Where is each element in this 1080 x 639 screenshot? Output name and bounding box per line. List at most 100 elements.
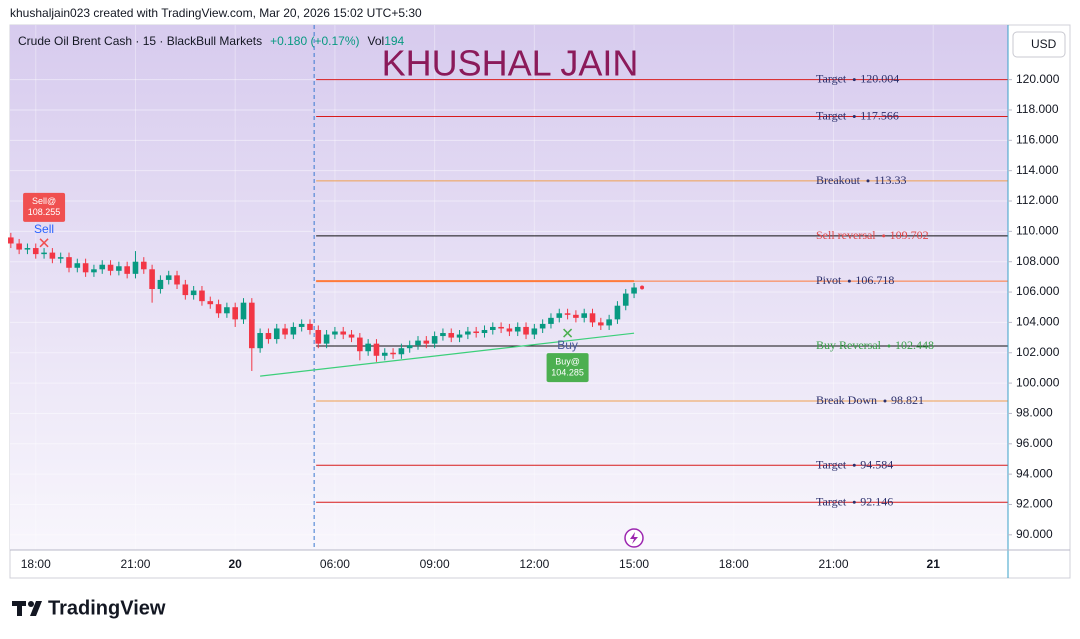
level-text: Target 92.146 bbox=[816, 494, 893, 508]
signal-x bbox=[563, 328, 573, 338]
candle-body bbox=[465, 331, 471, 335]
candle-body bbox=[199, 290, 205, 302]
bullet bbox=[852, 78, 856, 82]
candle-body bbox=[265, 333, 272, 340]
y-tick-label: 96.000 bbox=[1016, 436, 1053, 450]
candle-body bbox=[307, 323, 313, 330]
x-tick-label: 18:00 bbox=[719, 557, 749, 571]
candle-body bbox=[381, 352, 388, 356]
level-value: 94.584 bbox=[860, 457, 893, 471]
plot-bg bbox=[10, 25, 1008, 550]
candle-body bbox=[66, 257, 72, 268]
candle-body bbox=[249, 302, 255, 349]
signal-price: 104.285 bbox=[551, 367, 584, 377]
y-tick-label: 104.000 bbox=[1016, 315, 1060, 329]
candle-body bbox=[157, 279, 164, 290]
candle-body bbox=[481, 329, 488, 334]
change: +0.180 (+0.17%) bbox=[270, 34, 359, 48]
x-tick-label: 21:00 bbox=[120, 557, 150, 571]
signal-badge bbox=[546, 353, 589, 383]
candle-body bbox=[232, 307, 238, 320]
candle-body bbox=[149, 269, 155, 290]
candle-body bbox=[124, 266, 130, 274]
level-label: Target bbox=[816, 108, 847, 122]
y-tick-label: 106.000 bbox=[1016, 284, 1060, 298]
candle-body bbox=[41, 252, 47, 255]
y-tick-label: 116.000 bbox=[1016, 132, 1059, 146]
level-value: 113.33 bbox=[874, 173, 907, 187]
level-text: Target 120.004 bbox=[816, 71, 899, 85]
candle-body bbox=[132, 261, 139, 274]
y-tick-label: 92.000 bbox=[1016, 497, 1053, 511]
candle-body bbox=[116, 266, 122, 271]
candle-body bbox=[49, 252, 56, 259]
candle-body bbox=[323, 334, 330, 344]
candle-body bbox=[423, 340, 430, 344]
candle-body bbox=[91, 269, 97, 273]
candle-body bbox=[273, 328, 280, 340]
level-value: 98.821 bbox=[891, 393, 924, 407]
candle-body bbox=[581, 313, 588, 318]
candle-body bbox=[531, 328, 538, 335]
signal-label: Buy@ bbox=[555, 356, 580, 366]
trendline bbox=[260, 332, 635, 377]
y-tick-label: 114.000 bbox=[1016, 163, 1059, 177]
candle-body bbox=[165, 275, 172, 280]
candle-body bbox=[390, 352, 396, 355]
y-tick-label: 110.000 bbox=[1016, 224, 1059, 238]
y-tick-label: 94.000 bbox=[1016, 466, 1053, 480]
level-label: Target bbox=[816, 457, 847, 471]
level-value: 117.566 bbox=[860, 108, 899, 122]
bullet bbox=[882, 234, 886, 238]
signal-label: Sell@ bbox=[32, 196, 56, 206]
candle-body bbox=[589, 313, 596, 323]
level-text: Breakout 113.33 bbox=[816, 173, 907, 187]
level-value: 102.448 bbox=[895, 338, 934, 352]
level-label: Pivot bbox=[816, 273, 842, 287]
candle-body bbox=[315, 329, 322, 344]
signal-tag: Sell bbox=[34, 222, 54, 236]
candle-body bbox=[406, 345, 413, 349]
candle-body bbox=[539, 323, 546, 329]
level-label: Break Down bbox=[816, 393, 877, 407]
y-tick-label: 102.000 bbox=[1016, 345, 1060, 359]
signal-badge bbox=[23, 192, 66, 222]
candle-body bbox=[489, 326, 496, 330]
x-tick-label: 12:00 bbox=[519, 557, 549, 571]
legend: Crude Oil Brent Cash · 15 · BlackBull Ma… bbox=[18, 34, 405, 48]
currency[interactable]: USD bbox=[1031, 37, 1057, 51]
level-label: Target bbox=[816, 494, 847, 508]
signal-x bbox=[39, 238, 49, 248]
level-value: 106.718 bbox=[855, 273, 894, 287]
candle-body bbox=[514, 326, 521, 332]
y-tick-label: 112.000 bbox=[1016, 193, 1059, 207]
candle-body bbox=[340, 331, 347, 335]
y-tick-label: 108.000 bbox=[1016, 254, 1060, 268]
candle-body bbox=[290, 326, 297, 335]
bullet bbox=[887, 344, 891, 348]
x-tick-label: 15:00 bbox=[619, 557, 649, 571]
level-value: 120.004 bbox=[860, 71, 899, 85]
candle-body bbox=[373, 343, 380, 356]
candle-body bbox=[240, 302, 247, 320]
bullet bbox=[852, 463, 856, 467]
candle-body bbox=[606, 319, 612, 326]
volume-label: Vol bbox=[368, 34, 385, 48]
candle-body bbox=[473, 331, 479, 334]
signal-price: 108.255 bbox=[28, 207, 61, 217]
candle-body bbox=[365, 343, 371, 352]
level-text: Target 117.566 bbox=[816, 108, 899, 122]
last-price bbox=[640, 285, 645, 290]
brand-logo bbox=[12, 601, 42, 616]
volume: 194 bbox=[384, 34, 404, 48]
candle-body bbox=[631, 287, 637, 294]
y-tick-label: 98.000 bbox=[1016, 406, 1053, 420]
level-text: Sell reversal 109.702 bbox=[816, 228, 929, 242]
candle-body bbox=[190, 290, 197, 296]
bullet bbox=[883, 399, 887, 403]
currency-button[interactable] bbox=[1012, 31, 1066, 58]
x-tick-label: 18:00 bbox=[21, 557, 51, 571]
candle-body bbox=[348, 334, 355, 338]
level-label: Target bbox=[816, 71, 847, 85]
